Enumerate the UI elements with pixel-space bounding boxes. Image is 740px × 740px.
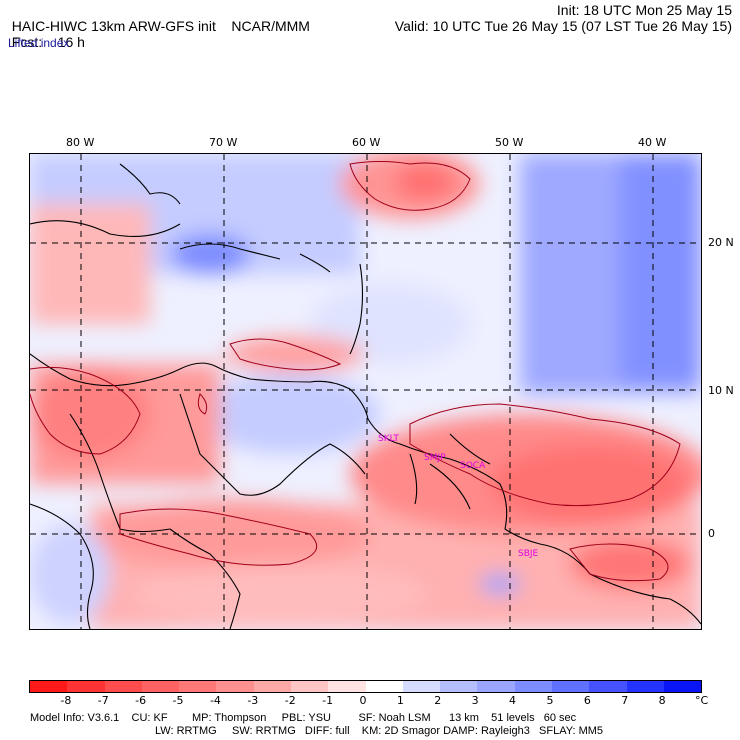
lon-label-50w: 50 W [495, 136, 524, 149]
stations: SKLT SMJP SOCA SBJE [378, 434, 539, 559]
footer-model-info-2: LW: RRTMG SW: RRTMG DIFF: full KM: 2D Sm… [155, 725, 604, 737]
lon-label-80w: 80 W [66, 136, 95, 149]
contours [29, 161, 681, 582]
colorbar [29, 680, 702, 693]
colorbar-swatch [30, 681, 68, 692]
lon-label-70w: 70 W [209, 136, 238, 149]
station-sbje: SBJE [518, 549, 539, 559]
colorbar-tick-label: -2 [284, 694, 296, 707]
colorbar-tick-label: -6 [135, 694, 147, 707]
station-soca: SOCA [460, 461, 486, 471]
colorbar-tick-label: -3 [247, 694, 259, 707]
footer-model-info-1: Model Info: V3.6.1 CU: KF MP: Thompson P… [30, 712, 577, 724]
colorbar-tick-label: 4 [509, 694, 517, 707]
coastlines [29, 163, 702, 630]
colorbar-tick-label: 5 [546, 694, 554, 707]
colorbar-tick-label: 1 [396, 694, 404, 707]
colorbar-swatch [663, 681, 702, 692]
colorbar-swatch [253, 681, 291, 692]
colorbar-unit: °C [695, 694, 709, 707]
colorbar-swatch [365, 681, 403, 692]
colorbar-tick-label: 2 [434, 694, 442, 707]
colorbar-swatch [104, 681, 142, 692]
lat-label-10n: 10 N [708, 384, 734, 397]
colorbar-swatch [514, 681, 552, 692]
colorbar-swatch [402, 681, 441, 692]
forecast-hour: Fcst: 16 h [11, 34, 85, 50]
colorbar-tick-label: -4 [209, 694, 221, 707]
colorbar-swatch [216, 681, 254, 692]
colorbar-swatch [290, 681, 329, 692]
colorbar-swatch [477, 681, 515, 692]
station-sklt: SKLT [378, 434, 399, 444]
field-name: Lifted index [8, 36, 70, 50]
colorbar-swatch [67, 681, 105, 692]
station-smjp: SMJP [424, 453, 446, 463]
colorbar-tick-label: 6 [583, 694, 591, 707]
colorbar-tick-label: -7 [97, 694, 109, 707]
colorbar-tick-label: 7 [621, 694, 629, 707]
map-canvas: SKLT SMJP SOCA SBJE [29, 149, 710, 630]
lon-label-60w: 60 W [352, 136, 381, 149]
init-time: Init: 18 UTC Mon 25 May 15 [556, 2, 732, 18]
colorbar-swatch [141, 681, 180, 692]
lon-label-40w: 40 W [638, 136, 667, 149]
colorbar-labels: -8 -7 -6 -5 -4 -3 -2 -1 0 1 2 3 4 5 6 7 8 [29, 694, 702, 708]
model-title: HAIC-HIWC 13km ARW-GFS init NCAR/MMM [11, 18, 310, 34]
graticule [30, 154, 701, 629]
colorbar-tick-label: -8 [60, 694, 72, 707]
lifted-index-map: SKLT SMJP SOCA SBJE [29, 149, 710, 630]
colorbar-tick-label: 3 [471, 694, 479, 707]
colorbar-swatch [551, 681, 590, 692]
colorbar-tick-label: -5 [172, 694, 184, 707]
colorbar-swatch [179, 681, 217, 692]
colorbar-swatch [328, 681, 366, 692]
colorbar-tick-label: -1 [322, 694, 334, 707]
valid-time: Valid: 10 UTC Tue 26 May 15 (07 LST Tue … [394, 18, 732, 34]
colorbar-tick-label: 8 [658, 694, 666, 707]
colorbar-swatch [626, 681, 664, 692]
lat-label-0: 0 [708, 527, 715, 540]
colorbar-tick-label: 0 [359, 694, 367, 707]
colorbar-swatch [589, 681, 627, 692]
lat-label-20n: 20 N [708, 236, 734, 249]
colorbar-swatch [440, 681, 478, 692]
